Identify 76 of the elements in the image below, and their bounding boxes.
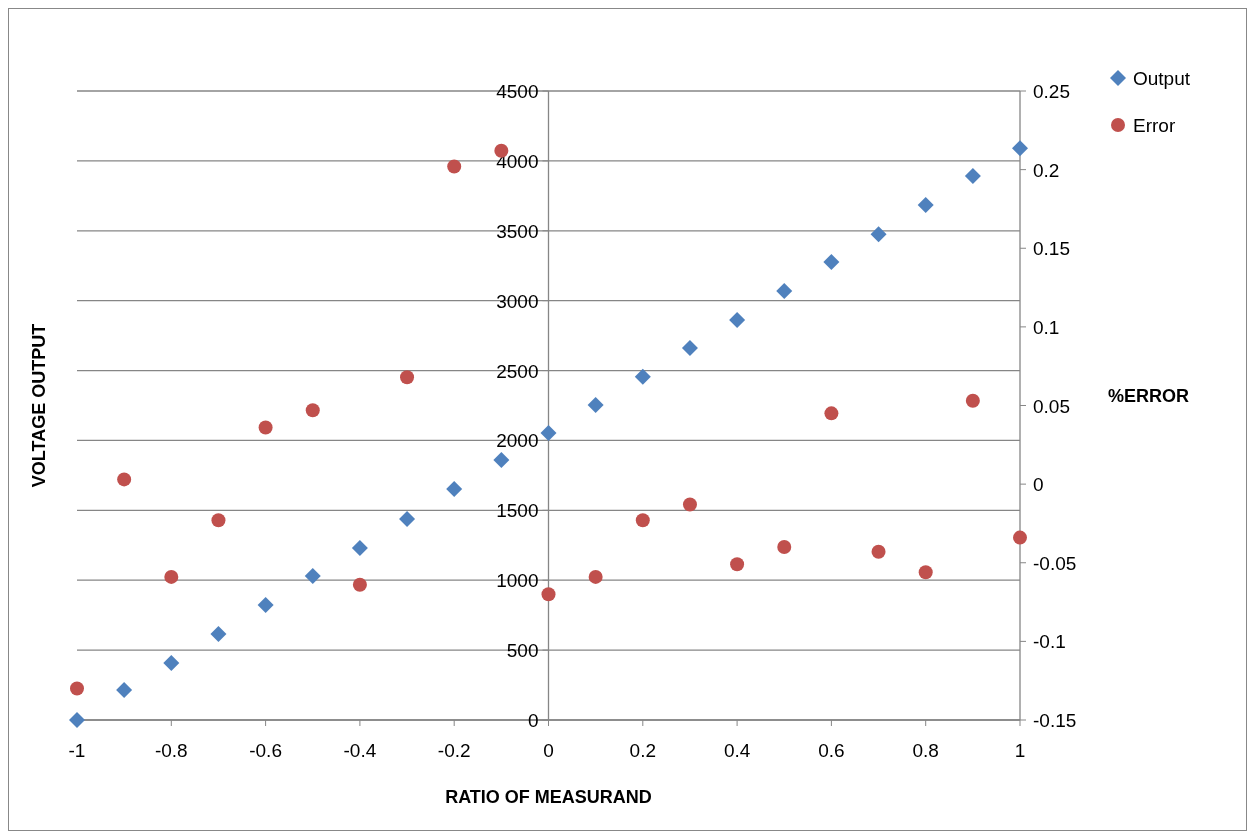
y-tick-label: 2500: [496, 360, 539, 382]
point: [870, 226, 887, 243]
point: [634, 368, 651, 385]
point: [824, 406, 839, 421]
x-tick-label: 0.8: [912, 740, 939, 761]
point: [588, 569, 603, 584]
point: [447, 159, 462, 174]
x-tick-label: -0.4: [343, 740, 377, 761]
point: [400, 370, 415, 385]
point: [117, 472, 132, 487]
y-tick-label: 500: [506, 640, 539, 662]
point: [918, 565, 933, 580]
y-tick-label: 1000: [496, 570, 539, 592]
y2-tick-label: 0.1: [1033, 316, 1060, 338]
point: [493, 452, 510, 469]
point: [540, 425, 557, 442]
y2-tick-label: -0.1: [1033, 631, 1066, 653]
y2-tick-label: 0: [1033, 474, 1044, 496]
y-tick-label: 1500: [496, 500, 539, 522]
x-tick-label: -1: [68, 740, 86, 761]
x-tick-label: 1: [1014, 740, 1026, 761]
point: [304, 568, 321, 585]
point: [210, 626, 227, 643]
y-axis-title: VOLTAGE OUTPUT: [29, 323, 49, 488]
point: [776, 283, 793, 300]
x-tick-label: 0.6: [818, 740, 845, 761]
point: [1012, 140, 1028, 157]
point: [351, 540, 368, 557]
y2-tick-label: 0.25: [1033, 81, 1070, 102]
point: [163, 654, 180, 671]
y2-axis-title: %ERROR: [1108, 385, 1190, 406]
point: [635, 513, 650, 528]
point: [69, 712, 85, 728]
point: [965, 393, 980, 408]
point: [729, 312, 746, 329]
y-tick-label: 3500: [496, 220, 539, 242]
point: [257, 596, 274, 613]
x-tick-label: 0.4: [723, 740, 751, 761]
point: [871, 544, 886, 559]
point: [541, 587, 556, 602]
x-axis-title: RATIO OF MEASURAND: [445, 787, 652, 807]
x-tick-label: 0.2: [629, 740, 657, 761]
point: [587, 397, 604, 414]
point: [446, 481, 463, 498]
legend-label: Output: [1133, 68, 1191, 89]
x-tick-label: 0: [543, 740, 554, 761]
point: [399, 511, 416, 527]
point: [730, 557, 745, 572]
point: [823, 254, 840, 271]
point: [70, 681, 84, 696]
point: [1013, 530, 1027, 545]
y2-tick-label: 0.05: [1033, 395, 1070, 417]
y2-tick-label: -0.15: [1033, 710, 1077, 731]
point: [305, 403, 320, 418]
x-tick-label: -0.2: [437, 740, 471, 761]
legend-label: Error: [1133, 115, 1176, 136]
point: [116, 681, 133, 698]
point: [964, 168, 981, 185]
point: [164, 569, 179, 584]
x-tick-label: -0.6: [249, 740, 282, 761]
point: [682, 497, 697, 512]
y2-tick-label: 0.15: [1033, 238, 1070, 260]
y-tick-label: 0: [527, 710, 539, 731]
y-tick-label: 4000: [496, 150, 539, 172]
point: [917, 197, 934, 214]
y2-tick-label: 0.2: [1033, 159, 1060, 181]
point: [211, 513, 226, 528]
point: [681, 340, 698, 357]
x-tick-label: -0.8: [154, 740, 188, 761]
point: [352, 577, 367, 592]
y2-tick-label: -0.05: [1033, 552, 1077, 574]
point: [258, 420, 273, 435]
y-tick-label: 2000: [496, 430, 539, 452]
y-tick-label: 4500: [496, 81, 539, 102]
point: [777, 540, 792, 555]
y-tick-label: 3000: [496, 290, 539, 312]
